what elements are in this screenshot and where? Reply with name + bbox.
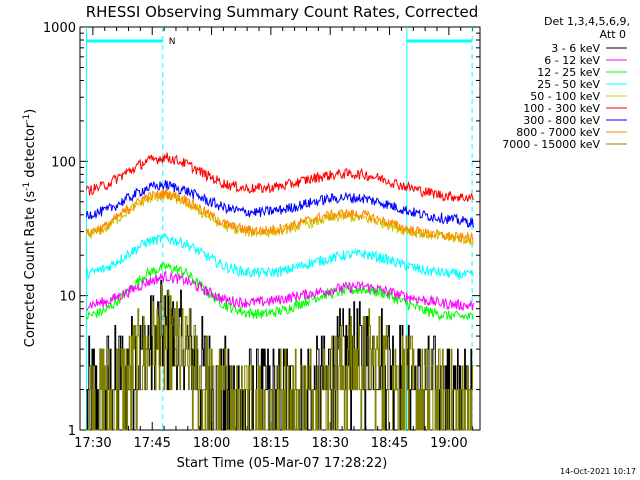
- y-tick-label: 10: [59, 290, 76, 305]
- series-line-7: [85, 188, 474, 245]
- plot-area: [79, 26, 481, 431]
- x-tick-label: 18:45: [371, 436, 408, 451]
- x-tick-label: 18:15: [252, 436, 289, 451]
- legend-item-label: 3 - 6 keV: [551, 42, 600, 55]
- legend-item-label: 50 - 100 keV: [530, 90, 600, 103]
- legend-header-line-2: Att 0: [600, 28, 626, 41]
- y-axis-label: Corrected Count Rate (s-1 detector-1): [22, 109, 38, 347]
- legend-item-label: 12 - 25 keV: [537, 66, 600, 79]
- y-tick-label: 1: [68, 424, 76, 439]
- legend-item-label: 100 - 300 keV: [523, 102, 600, 115]
- legend-header-line-1: Det 1,3,4,5,6,9,: [544, 15, 630, 28]
- legend-item-label: 800 - 7000 keV: [516, 126, 600, 139]
- legend-item-label: 25 - 50 keV: [537, 78, 600, 91]
- series-line-1: [86, 270, 474, 312]
- series-line-6: [85, 180, 474, 228]
- footer-timestamp: 14-Oct-2021 10:17: [560, 467, 636, 476]
- series-line-3: [85, 232, 474, 281]
- x-tick-label: 18:30: [311, 436, 348, 451]
- x-tick-label: 17:45: [133, 436, 170, 451]
- legend-item-label: 300 - 800 keV: [523, 114, 600, 127]
- y-tick-label: 1000: [43, 21, 76, 36]
- series-line-2: [85, 262, 474, 322]
- series-line-5: [85, 152, 474, 203]
- legend-item-label: 7000 - 15000 keV: [502, 138, 600, 151]
- series-line-8: [86, 284, 475, 431]
- x-axis-label: Start Time (05-Mar-07 17:28:22): [177, 456, 388, 471]
- x-tick-label: 19:00: [430, 436, 467, 451]
- x-tick-label: 17:30: [74, 436, 111, 451]
- y-tick-label: 100: [51, 155, 76, 170]
- night-marker-label: N: [169, 37, 176, 47]
- chart-title: RHESSI Observing Summary Count Rates, Co…: [86, 3, 479, 21]
- x-tick-label: 18:00: [193, 436, 230, 451]
- legend-item-label: 6 - 12 keV: [544, 54, 600, 67]
